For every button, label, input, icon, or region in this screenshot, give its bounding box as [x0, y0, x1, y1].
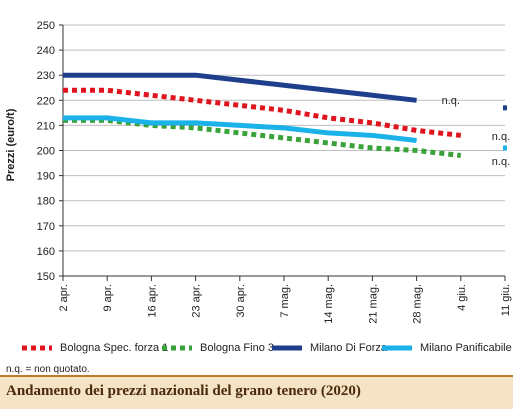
legend-item-milano-di-forza: Milano Di Forza	[272, 342, 387, 354]
legend-label: Bologna Fino 3	[200, 342, 274, 354]
legend-item-milano-panificabile: Milano Panificabile	[382, 342, 512, 354]
legend-swatch-solid-navy	[272, 345, 302, 351]
series	[63, 72, 507, 159]
x-tick-label: 21 mag.	[367, 284, 379, 324]
legend-swatch-dotted-green	[162, 345, 192, 351]
x-tick-label: 9 apr.	[102, 284, 114, 312]
x-tick-label: 2 apr.	[58, 284, 70, 312]
series-line-3	[63, 115, 417, 143]
legend-swatch-dotted-red	[22, 345, 52, 351]
grid	[63, 24, 505, 277]
nq-label: n.q.	[442, 95, 460, 107]
y-tick-label: 150	[37, 271, 55, 283]
x-tick-label: 23 apr.	[191, 284, 203, 318]
legend: Bologna Spec. forza 1 Bologna Fino 3 Mil…	[0, 340, 513, 360]
legend-item-bologna-spec-forza-1: Bologna Spec. forza 1	[22, 342, 168, 354]
legend-label: Milano Panificabile	[420, 342, 512, 354]
y-tick-label: 220	[37, 95, 55, 107]
x-tick-label: 28 mag.	[412, 284, 424, 324]
x-tick-label: 11 giu.	[500, 284, 512, 316]
nq-label: n.q.	[492, 131, 510, 143]
legend-label: Bologna Spec. forza 1	[60, 342, 169, 354]
axes: 150 160 170 180 190 200 210 220 230 240 250 2 apr. 9…	[37, 20, 512, 324]
y-tick-label: 190	[37, 171, 55, 183]
nq-labels: n.q. n.q. n.q.	[442, 95, 511, 168]
y-tick-label: 200	[37, 146, 55, 158]
y-tick-label: 210	[37, 120, 55, 132]
series-line-2	[63, 72, 417, 103]
y-tick-label: 160	[37, 246, 55, 258]
y-tick-label: 250	[37, 20, 55, 32]
title-bar: Andamento dei prezzi nazionali del grano…	[0, 375, 513, 409]
x-tick-label: 30 apr.	[235, 284, 247, 318]
y-axis-label: Prezzi (euro/t)	[5, 108, 17, 181]
legend-item-bologna-fino-3: Bologna Fino 3	[162, 342, 274, 354]
chart-title: Andamento dei prezzi nazionali del grano…	[6, 383, 361, 399]
legend-swatch-solid-cyan	[382, 345, 412, 351]
x-tick-label: 14 mag.	[323, 284, 335, 324]
y-tick-label: 180	[37, 196, 55, 208]
x-tick-label: 4 giu.	[456, 284, 468, 311]
y-tick-label: 230	[37, 70, 55, 82]
y-tick-label: 170	[37, 221, 55, 233]
legend-label: Milano Di Forza	[310, 342, 388, 354]
x-tick-label: 16 apr.	[146, 284, 158, 318]
x-tick-label: 7 mag.	[279, 284, 291, 318]
price-line-chart: 150 160 170 180 190 200 210 220 230 240 250 2 apr. 9…	[5, 20, 512, 324]
footnote: n.q. = non quotato.	[6, 364, 90, 375]
y-tick-label: 240	[37, 45, 55, 57]
series-line-0	[63, 87, 462, 138]
nq-label: n.q.	[492, 156, 510, 168]
